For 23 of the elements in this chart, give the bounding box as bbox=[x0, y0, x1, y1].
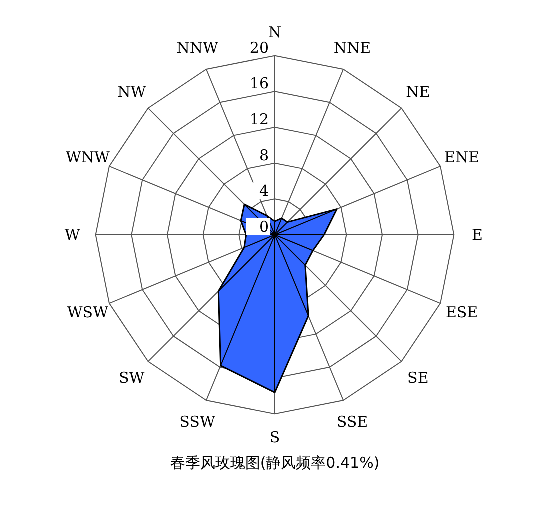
y-tick-label: 0 bbox=[259, 218, 269, 236]
spoke-label: NNE bbox=[334, 38, 372, 57]
y-tick-label: 12 bbox=[250, 110, 269, 128]
text: 春季风玫瑰图(静风频率0.41%) bbox=[170, 454, 380, 472]
spoke-label: WSW bbox=[67, 303, 110, 322]
spoke-label: ENE bbox=[444, 148, 480, 167]
y-tick-label: 8 bbox=[259, 146, 269, 164]
y-tick-label: 20 bbox=[250, 38, 269, 57]
spoke-label: W bbox=[64, 226, 81, 244]
spoke-label: E bbox=[472, 226, 483, 244]
spoke-label: SW bbox=[118, 369, 146, 388]
spoke-label: SSE bbox=[336, 413, 368, 432]
spoke-label: NW bbox=[118, 82, 147, 101]
spoke-label: SE bbox=[408, 369, 429, 388]
spoke-label: NNW bbox=[176, 38, 219, 57]
spoke-label: S bbox=[270, 428, 280, 446]
spoke-label: NE bbox=[406, 82, 430, 101]
y-tick-label: 4 bbox=[259, 182, 269, 200]
spoke-label: SSW bbox=[180, 413, 216, 432]
y-tick-label: 16 bbox=[250, 74, 269, 93]
spoke-label: WNW bbox=[66, 148, 111, 167]
spoke-label: N bbox=[268, 24, 282, 42]
spoke-label: ESE bbox=[446, 303, 478, 322]
